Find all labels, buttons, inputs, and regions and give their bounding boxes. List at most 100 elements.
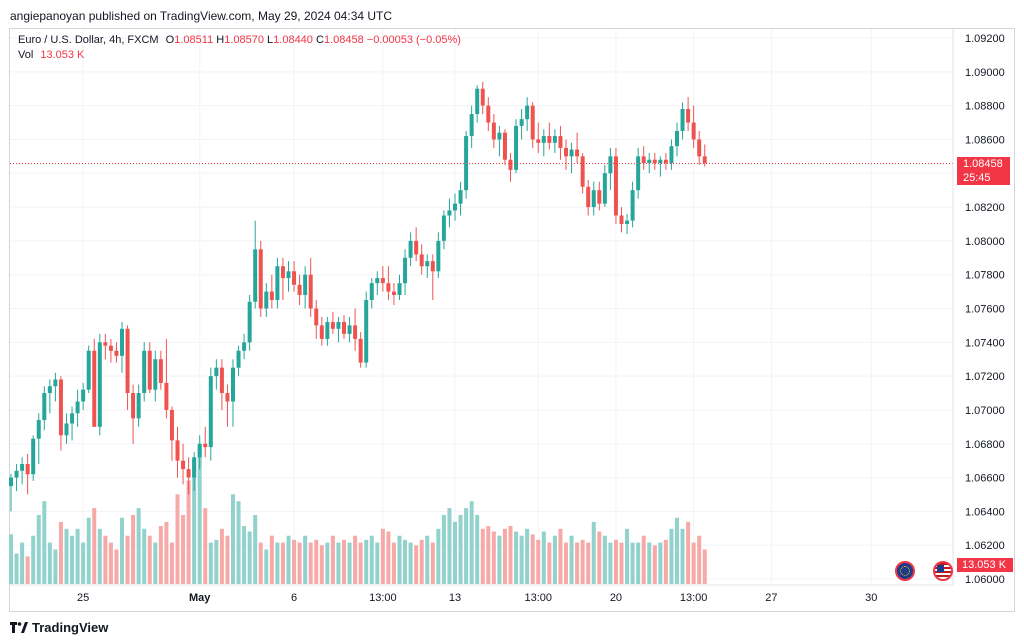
volume-bar bbox=[131, 515, 136, 584]
volume-bar bbox=[403, 539, 408, 584]
volume-bar bbox=[330, 535, 335, 584]
chart-frame[interactable] bbox=[9, 28, 1015, 612]
candle-body bbox=[136, 393, 141, 419]
candle-body bbox=[336, 322, 341, 329]
candle-body bbox=[236, 350, 241, 368]
candle-body bbox=[70, 413, 75, 424]
candle-body bbox=[20, 464, 25, 471]
volume-bar bbox=[164, 521, 169, 584]
volume-bar bbox=[203, 508, 208, 584]
candle-body bbox=[297, 284, 302, 295]
candle-body bbox=[169, 409, 174, 441]
candle-body bbox=[280, 266, 285, 279]
candle-body bbox=[608, 156, 613, 174]
candle-body bbox=[142, 350, 147, 394]
candle-body bbox=[42, 393, 47, 421]
volume-bar bbox=[14, 553, 19, 584]
volume-bar bbox=[103, 535, 108, 584]
volume-bar bbox=[353, 535, 358, 584]
candle-body bbox=[697, 139, 702, 157]
candle-body bbox=[519, 119, 524, 126]
last-price-value: 1.08458 bbox=[963, 158, 1003, 170]
volume-bar bbox=[430, 542, 435, 584]
candle-body bbox=[103, 342, 108, 346]
volume-bar bbox=[419, 539, 424, 584]
last-price-label: 1.08458 25:45 bbox=[957, 157, 1010, 185]
y-tick-label: 1.06800 bbox=[965, 439, 1005, 451]
candle-body bbox=[702, 156, 707, 164]
candle-body bbox=[375, 278, 380, 284]
eu-flag-icon[interactable] bbox=[895, 561, 915, 581]
candle-body bbox=[181, 460, 186, 470]
x-tick-label: 6 bbox=[291, 592, 297, 604]
volume-bar bbox=[675, 517, 679, 584]
candle-body bbox=[36, 420, 41, 439]
candle-body bbox=[558, 136, 563, 148]
candle-body bbox=[691, 122, 696, 140]
candle-body bbox=[64, 423, 69, 436]
y-tick-label: 1.09000 bbox=[965, 67, 1005, 79]
candle-body bbox=[636, 156, 641, 191]
us-flag-icon[interactable] bbox=[933, 561, 953, 581]
candle-body bbox=[686, 109, 691, 123]
footer-brand-label: TradingView bbox=[32, 620, 109, 635]
candle-body bbox=[258, 249, 263, 309]
volume-bar bbox=[369, 535, 374, 584]
y-tick-label: 1.06400 bbox=[965, 506, 1005, 518]
volume-bar bbox=[547, 542, 552, 584]
y-tick-label: 1.06000 bbox=[965, 574, 1005, 586]
volume-bar bbox=[92, 508, 97, 584]
x-tick-label: May bbox=[189, 592, 211, 604]
volume-bar bbox=[303, 535, 308, 584]
volume-bar bbox=[591, 521, 596, 584]
legend-close-label: C bbox=[315, 34, 324, 46]
volume-bar bbox=[469, 501, 474, 584]
y-tick-label: 1.07200 bbox=[965, 371, 1005, 383]
volume-bar bbox=[414, 545, 419, 584]
volume-bar bbox=[86, 517, 91, 584]
volume-bar bbox=[231, 494, 235, 584]
volume-bar bbox=[58, 521, 63, 584]
volume-bar bbox=[630, 542, 635, 584]
volume-bar bbox=[491, 531, 496, 584]
volume-bars bbox=[9, 446, 707, 584]
volume-bar bbox=[375, 542, 380, 584]
legend-vol-label[interactable]: Vol bbox=[18, 49, 34, 61]
candle-body bbox=[586, 186, 591, 208]
candle-body bbox=[325, 322, 330, 339]
volume-bar bbox=[70, 535, 75, 584]
volume-axis-label: 13.053 K bbox=[957, 558, 1013, 572]
x-tick-label: 20 bbox=[610, 592, 622, 604]
candle-body bbox=[347, 325, 352, 334]
volume-bar bbox=[486, 526, 491, 584]
candle-body bbox=[81, 389, 86, 402]
candle-body bbox=[397, 283, 402, 295]
volume-bar bbox=[386, 531, 391, 584]
volume-bar bbox=[364, 539, 369, 584]
legend-close-value: 1.08458 bbox=[323, 34, 364, 46]
volume-bar bbox=[142, 528, 147, 584]
candle-body bbox=[575, 149, 580, 157]
footer-brand[interactable]: TradingView bbox=[10, 620, 108, 636]
candle-body bbox=[403, 257, 408, 284]
volume-bar bbox=[597, 531, 602, 584]
volume-bar bbox=[636, 542, 641, 584]
legend-symbol[interactable]: Euro / U.S. Dollar, 4h, FXCM bbox=[18, 34, 159, 46]
volume-bar bbox=[342, 539, 346, 584]
y-tick-label: 1.07000 bbox=[965, 405, 1005, 417]
volume-bar bbox=[192, 459, 197, 584]
candle-body bbox=[541, 136, 546, 143]
candle-body bbox=[120, 328, 124, 356]
volume-bar bbox=[530, 534, 535, 584]
volume-bar bbox=[319, 545, 324, 584]
volume-bar bbox=[458, 515, 463, 584]
candle-body bbox=[441, 215, 446, 241]
candle-body bbox=[408, 240, 413, 258]
legend-ohlc-row: Euro / U.S. Dollar, 4h, FXCM O1.08511 H1… bbox=[18, 33, 461, 48]
candle-body bbox=[242, 342, 247, 351]
volume-bar bbox=[264, 549, 269, 584]
volume-bar bbox=[508, 526, 513, 584]
x-tick-label: 25 bbox=[77, 592, 89, 604]
legend-high-label: H bbox=[216, 34, 225, 46]
